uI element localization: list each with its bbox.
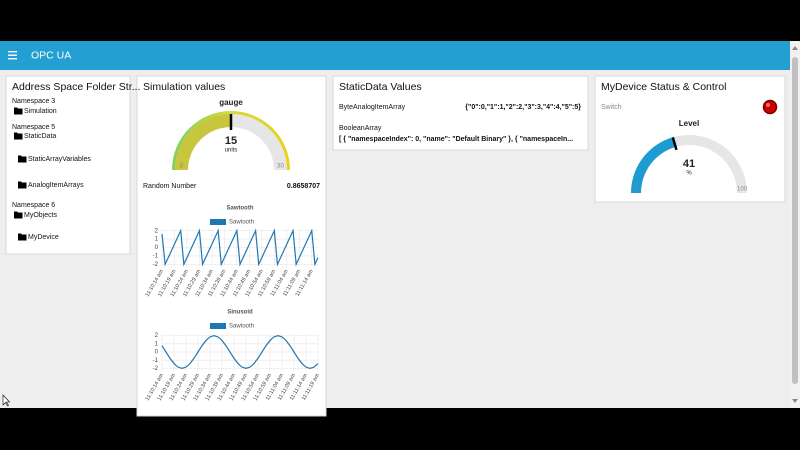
tree-item: MyObjects xyxy=(24,212,58,219)
gauge-fill xyxy=(175,114,231,170)
field-label: ByteAnalogItemArray xyxy=(339,104,406,111)
card-title: StaticData Values xyxy=(339,81,422,93)
bottom-bar xyxy=(0,408,800,450)
gauge-min: 0 xyxy=(634,187,638,193)
gauge-max: 100 xyxy=(737,187,748,193)
cursor xyxy=(2,394,11,407)
gauge-label: Level xyxy=(679,119,699,128)
tree-item: StaticArrayVariables xyxy=(28,156,91,163)
y-tick-label: -2 xyxy=(153,366,159,372)
folder-icon xyxy=(14,132,23,140)
gauge-max: 30 xyxy=(277,164,284,170)
y-tick-label: -1 xyxy=(153,358,159,364)
folder-icon xyxy=(18,181,27,189)
y-tick-label: 1 xyxy=(155,237,159,243)
tree-item: Namespace 6 xyxy=(12,202,55,209)
folder-icon xyxy=(14,211,23,219)
gauge-min: 0 xyxy=(180,164,184,170)
y-tick-label: 2 xyxy=(155,333,159,339)
led-shine xyxy=(766,103,770,107)
tree-item: StaticData xyxy=(24,133,56,140)
random-value: 0.8658707 xyxy=(287,183,320,190)
line-series xyxy=(161,335,319,369)
switch-label: Switch xyxy=(601,104,622,111)
card-title: Address Space Folder Str... xyxy=(12,81,140,93)
gauge-fill xyxy=(631,137,676,193)
gauge-value: 41 xyxy=(683,158,695,170)
legend-label: Sawtooth xyxy=(229,220,254,226)
chart-title: Sinusoid xyxy=(227,310,253,316)
card xyxy=(5,75,131,255)
legend-swatch xyxy=(210,323,226,329)
header-title: OPC UA xyxy=(31,49,71,61)
legend-swatch xyxy=(210,219,226,225)
folder-icon xyxy=(18,233,27,241)
field-label: BooleanArray xyxy=(339,125,382,132)
folder-icon xyxy=(14,107,23,115)
legend-label: Sawtooth xyxy=(229,324,254,330)
chart-title: Sawtooth xyxy=(227,206,254,212)
tree-item: Namespace 3 xyxy=(12,98,55,105)
random-label: Random Number xyxy=(143,183,197,190)
tree-item: Namespace 5 xyxy=(12,124,55,131)
tree-item: Simulation xyxy=(24,108,57,115)
y-tick-label: 0 xyxy=(155,245,159,251)
field-value: {"0":0,"1":1,"2":2,"3":3,"4":4,"5":5} xyxy=(465,104,581,111)
gauge-units: % xyxy=(686,171,692,177)
y-tick-label: 1 xyxy=(155,341,159,347)
gauge-units: units xyxy=(225,148,238,154)
top-bar xyxy=(0,0,800,41)
card-title: MyDevice Status & Control xyxy=(601,81,726,93)
card xyxy=(332,75,589,151)
gauge-label: gauge xyxy=(219,98,243,107)
card-title: Simulation values xyxy=(143,81,225,93)
tree-item: MyDevice xyxy=(28,234,59,241)
led[interactable] xyxy=(762,99,778,115)
tree-item: AnalogItemArrays xyxy=(28,182,84,189)
y-tick-label: 2 xyxy=(155,228,159,234)
scroll-thumb[interactable] xyxy=(792,57,798,384)
line-series xyxy=(161,228,319,267)
y-tick-label: 0 xyxy=(155,350,159,356)
menu-icon[interactable] xyxy=(8,51,17,60)
app-header xyxy=(0,41,790,70)
gauge-needle xyxy=(671,136,678,151)
folder-icon xyxy=(18,155,27,163)
y-tick-label: -1 xyxy=(153,253,159,259)
gauge-value: 15 xyxy=(225,135,237,147)
field-value: [ { "namespaceIndex": 0, "name": "Defaul… xyxy=(339,136,573,143)
y-tick-label: -2 xyxy=(153,262,159,268)
